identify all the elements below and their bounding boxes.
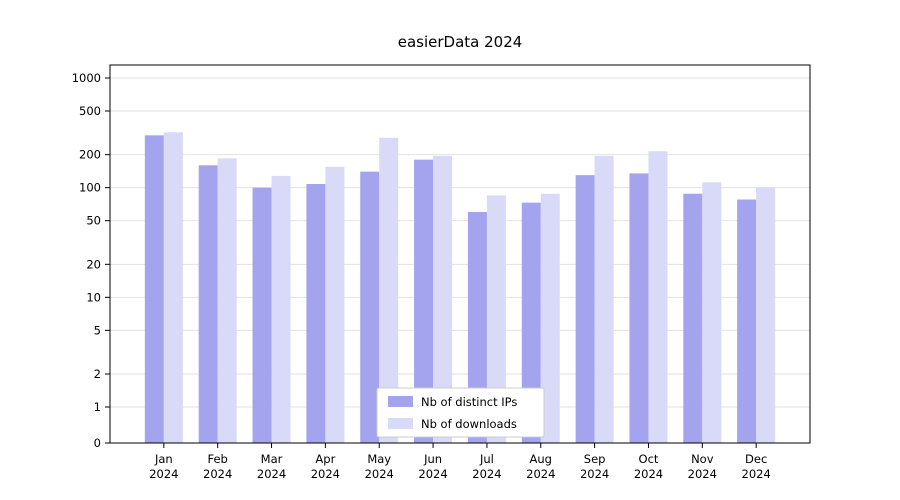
- bar-downloads-jun: [433, 155, 453, 443]
- plot-border: [109, 64, 811, 444]
- legend-label-downloads: Nb of downloads: [421, 417, 517, 431]
- x-tick-month: Sep: [584, 452, 606, 466]
- x-tick-year: 2024: [203, 467, 232, 481]
- x-tick-month: Feb: [208, 452, 228, 466]
- axis-layer: 01251020501002005001000Jan2024Feb2024Mar…: [72, 71, 771, 481]
- bar-distinct-ips-dec: [737, 199, 757, 443]
- x-tick-year: 2024: [257, 467, 286, 481]
- bar-downloads-dec: [756, 187, 776, 443]
- y-tick-label: 500: [79, 104, 101, 118]
- bar-distinct-ips-may: [360, 171, 380, 443]
- legend-swatch-downloads: [388, 418, 413, 429]
- bar-distinct-ips-jun: [414, 159, 434, 443]
- bar-downloads-apr: [325, 166, 345, 443]
- y-tick-label: 2: [94, 367, 101, 381]
- x-tick-year: 2024: [580, 467, 609, 481]
- x-tick-year: 2024: [472, 467, 501, 481]
- x-tick-year: 2024: [365, 467, 394, 481]
- x-tick-month: Jul: [479, 452, 494, 466]
- y-tick-label: 20: [86, 257, 101, 271]
- bar-distinct-ips-nov: [683, 193, 703, 443]
- y-tick-label: 50: [86, 214, 101, 228]
- bar-downloads-jan: [163, 132, 183, 443]
- bar-distinct-ips-feb: [198, 165, 218, 444]
- chart-title: easierData 2024: [398, 33, 523, 51]
- bar-downloads-feb: [217, 158, 237, 444]
- legend-swatch-distinct-ips: [388, 396, 413, 407]
- bar-distinct-ips-apr: [306, 184, 326, 443]
- y-tick-label: 1: [94, 400, 101, 414]
- bar-downloads-may: [379, 137, 399, 444]
- x-tick-month: Jan: [154, 452, 173, 466]
- x-tick-month: Apr: [315, 452, 335, 466]
- x-tick-year: 2024: [526, 467, 555, 481]
- y-tick-label: 10: [86, 290, 101, 304]
- legend-box: [376, 387, 545, 438]
- y-tick-label: 5: [94, 323, 101, 337]
- x-tick-month: Dec: [745, 452, 767, 466]
- bar-distinct-ips-jul: [467, 211, 487, 443]
- y-tick-label: 0: [94, 436, 101, 450]
- x-tick-year: 2024: [311, 467, 340, 481]
- y-tick-label: 100: [79, 181, 101, 195]
- x-tick-month: Jun: [423, 452, 442, 466]
- bar-downloads-aug: [540, 193, 560, 443]
- x-tick-year: 2024: [742, 467, 771, 481]
- x-tick-year: 2024: [688, 467, 717, 481]
- bar-distinct-ips-mar: [252, 187, 272, 443]
- x-tick-year: 2024: [149, 467, 178, 481]
- x-tick-month: Aug: [530, 452, 552, 466]
- bar-downloads-nov: [702, 182, 722, 443]
- y-tick-label: 1000: [72, 71, 101, 85]
- legend-label-distinct-ips: Nb of distinct IPs: [421, 395, 517, 409]
- x-tick-month: Oct: [639, 452, 659, 466]
- y-tick-label: 200: [79, 148, 101, 162]
- bars-layer: [144, 132, 776, 444]
- x-tick-month: May: [367, 452, 391, 466]
- x-tick-month: Mar: [261, 452, 283, 466]
- legend: Nb of distinct IPs Nb of downloads: [376, 387, 545, 438]
- bar-downloads-oct: [648, 151, 668, 444]
- bar-distinct-ips-jan: [144, 135, 164, 444]
- bar-downloads-sep: [594, 155, 614, 443]
- bar-distinct-ips-sep: [575, 175, 595, 443]
- bar-downloads-mar: [271, 175, 291, 443]
- x-tick-year: 2024: [418, 467, 447, 481]
- bar-distinct-ips-oct: [629, 173, 649, 443]
- bar-distinct-ips-aug: [521, 202, 541, 443]
- x-tick-year: 2024: [634, 467, 663, 481]
- x-tick-month: Nov: [691, 452, 714, 466]
- bar-downloads-jul: [486, 195, 506, 443]
